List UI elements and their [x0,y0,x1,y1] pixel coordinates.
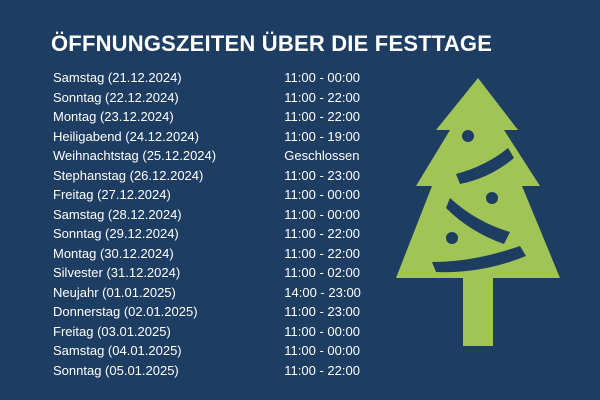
page-title: ÖFFNUNGSZEITEN ÜBER DIE FESTTAGE [51,31,493,56]
tree-ornament [446,232,458,244]
day-label: Freitag (27.12.2024) [53,187,171,202]
list-item: Sonntag (05.01.2025) 11:00 - 22:00 [53,361,393,381]
hours-value: 11:00 - 02:00 [284,265,360,280]
list-item: Samstag (21.12.2024) 11:00 - 00:00 [53,68,393,88]
list-item: Montag (23.12.2024) 11:00 - 22:00 [53,107,393,127]
day-label: Weihnachtstag (25.12.2024) [53,148,217,163]
day-label: Samstag (21.12.2024) [53,70,182,85]
hours-value: 11:00 - 00:00 [284,343,360,358]
christmas-tree-icon [396,78,560,346]
day-label: Samstag (04.01.2025) [53,343,182,358]
day-label: Montag (23.12.2024) [53,109,174,124]
tree-ornament [462,130,474,142]
hours-value: 11:00 - 22:00 [284,245,360,261]
day-label: Silvester (31.12.2024) [53,265,181,280]
list-item: Freitag (27.12.2024) 11:00 - 00:00 [53,185,393,205]
day-label: Sonntag (05.01.2025) [53,362,179,378]
hours-value: 11:00 - 22:00 [284,109,360,124]
hours-value: 11:00 - 00:00 [284,187,360,202]
opening-hours-list: Samstag (21.12.2024) 11:00 - 00:00 Sonnta… [53,68,393,380]
tree-trunk [463,270,493,346]
hours-value: 11:00 - 19:00 [284,128,360,144]
day-label: Samstag (28.12.2024) [53,206,182,222]
tree-garland [432,246,526,273]
list-item: Neujahr (01.01.2025) 14:00 - 23:00 [53,283,393,303]
list-item: Silvester (31.12.2024) 11:00 - 02:00 [53,263,393,283]
hours-value: 14:00 - 23:00 [284,284,361,300]
list-item: Samstag (28.12.2024) 11:00 - 00:00 [53,205,393,225]
list-item: Weihnachtstag (25.12.2024) Geschlossen [53,146,393,166]
tree-garland [456,148,514,184]
list-item: Freitag (03.01.2025) 11:00 - 00:00 [53,322,393,342]
day-label: Montag (30.12.2024) [53,245,174,261]
day-label: Donnerstag (02.01.2025) [53,304,198,319]
hours-value: 11:00 - 00:00 [284,70,360,85]
day-label: Stephanstag (26.12.2024) [53,167,204,183]
tree-ornament [486,192,498,204]
list-item: Montag (30.12.2024) 11:00 - 22:00 [53,244,393,264]
hours-value: 11:00 - 22:00 [284,362,360,378]
hours-value: 11:00 - 23:00 [284,304,360,319]
hours-value: 11:00 - 00:00 [284,323,360,339]
day-label: Freitag (03.01.2025) [53,323,171,339]
list-item: Stephanstag (26.12.2024) 11:00 - 23:00 [53,166,393,186]
day-label: Heiligabend (24.12.2024) [53,128,199,144]
hours-value: 11:00 - 22:00 [284,89,360,105]
list-item: Samstag (04.01.2025) 11:00 - 00:00 [53,341,393,361]
list-item: Sonntag (22.12.2024) 11:00 - 22:00 [53,88,393,108]
day-label: Sonntag (29.12.2024) [53,226,179,241]
day-label: Neujahr (01.01.2025) [53,284,176,300]
list-item: Sonntag (29.12.2024) 11:00 - 22:00 [53,224,393,244]
list-item: Donnerstag (02.01.2025) 11:00 - 23:00 [53,302,393,322]
hours-value: 11:00 - 00:00 [284,206,360,222]
hours-value: Geschlossen [284,148,360,163]
tree-garland [446,198,510,244]
hours-value: 11:00 - 23:00 [284,167,360,183]
hours-value: 11:00 - 22:00 [284,226,360,241]
list-item: Heiligabend (24.12.2024) 11:00 - 19:00 [53,127,393,147]
day-label: Sonntag (22.12.2024) [53,89,179,105]
